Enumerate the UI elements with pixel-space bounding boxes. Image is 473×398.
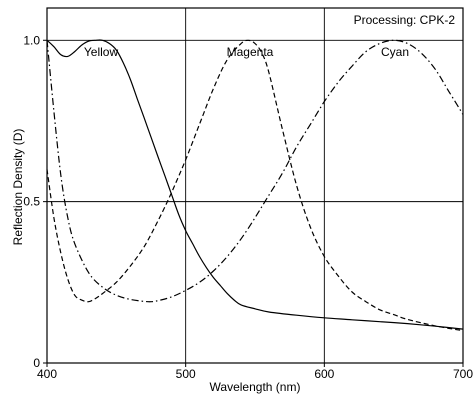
chart-series bbox=[46, 39, 464, 332]
annotation-label: Processing: CPK-2 bbox=[354, 13, 456, 27]
series-line-cyan bbox=[46, 39, 464, 303]
plot-frame bbox=[46, 7, 464, 364]
y-tick-label-2: 1.0 bbox=[23, 33, 40, 47]
series-label-magenta: Magenta bbox=[227, 45, 274, 59]
x-tick-label-1: 500 bbox=[176, 367, 196, 381]
y-axis-label: Reflection Density (D) bbox=[11, 129, 25, 246]
x-tick-label-2: 600 bbox=[314, 367, 334, 381]
chart-ticks bbox=[43, 39, 464, 367]
chart-labels: 400 500 600 700 0 0.5 1.0 bbox=[23, 33, 473, 381]
series-label-yellow: Yellow bbox=[84, 45, 119, 59]
y-tick-label-1: 0.5 bbox=[23, 195, 40, 209]
y-tick-label-0: 0 bbox=[33, 356, 40, 370]
chart-grid bbox=[47, 8, 463, 363]
series-line-magenta bbox=[46, 39, 464, 332]
series-label-cyan: Cyan bbox=[381, 45, 409, 59]
x-tick-label-3: 700 bbox=[453, 367, 473, 381]
x-axis-label: Wavelength (nm) bbox=[210, 380, 301, 394]
x-tick-label-0: 400 bbox=[37, 367, 57, 381]
series-line-yellow bbox=[46, 39, 464, 330]
